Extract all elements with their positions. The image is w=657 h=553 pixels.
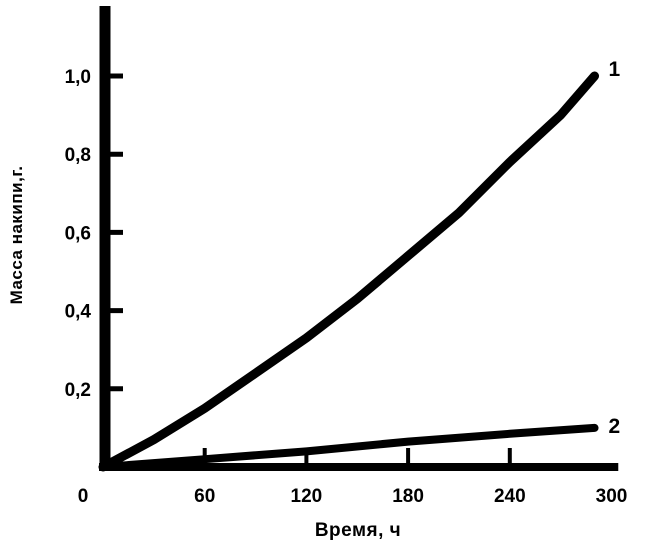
x-tick-label: 240 [494, 486, 526, 507]
y-tick-label: 0,4 [65, 302, 92, 323]
y-tick-label: 0,2 [65, 380, 91, 401]
curve-2 [99, 423, 599, 471]
x-axis-title: Время, ч [314, 520, 402, 541]
curve-2-label: 2 [609, 415, 621, 438]
curves [98, 71, 600, 472]
y-axis-title: Масса накипи,г. [7, 165, 26, 305]
y-tick-label: 1,0 [65, 67, 91, 88]
tick-labels: 0,2 0,4 0,6 0,8 1,0 0 60 120 180 240 300 [65, 67, 628, 507]
x-tick-label: 300 [596, 486, 628, 507]
curve-end-labels: 12 [609, 58, 621, 438]
axes [99, 6, 619, 471]
y-tick-label: 0,6 [65, 223, 91, 244]
x-tick-label: 60 [194, 486, 215, 507]
curve-1-label: 1 [609, 58, 621, 81]
x-tick-label: 120 [291, 486, 323, 507]
tick-marks [105, 73, 512, 465]
x-tick-label: 180 [392, 486, 424, 507]
curve-1 [98, 71, 600, 472]
y-tick-label: 0,8 [65, 145, 91, 166]
x-tick-label: 0 [78, 486, 89, 507]
